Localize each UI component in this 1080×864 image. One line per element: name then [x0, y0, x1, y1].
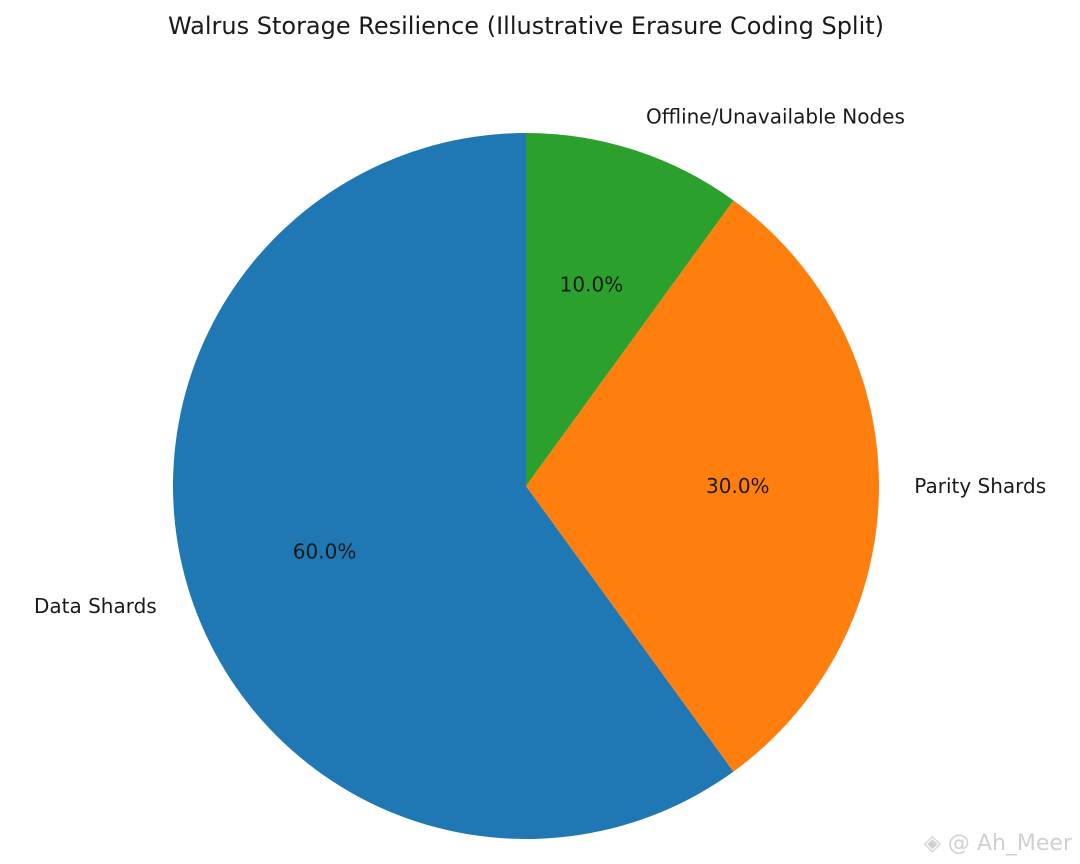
slice-label: Offline/Unavailable Nodes — [646, 105, 905, 129]
pie-slice-parity-shards — [526, 200, 880, 772]
pie-slice-data-shards — [173, 133, 734, 839]
slice-percent-label: 60.0% — [293, 539, 357, 563]
slice-label: Parity Shards — [914, 474, 1046, 498]
slice-percent-label: 10.0% — [560, 273, 624, 297]
binance-logo-icon: ◈ — [923, 831, 941, 856]
chart-title: Walrus Storage Resilience (Illustrative … — [168, 12, 884, 40]
watermark: ◈ @ Ah_Meer — [924, 831, 1072, 856]
watermark-text: @ Ah_Meer — [947, 831, 1072, 856]
slice-label: Data Shards — [34, 594, 157, 618]
pie-slice-offline-unavailable-nodes — [526, 133, 734, 486]
slice-percent-label: 30.0% — [706, 474, 770, 498]
